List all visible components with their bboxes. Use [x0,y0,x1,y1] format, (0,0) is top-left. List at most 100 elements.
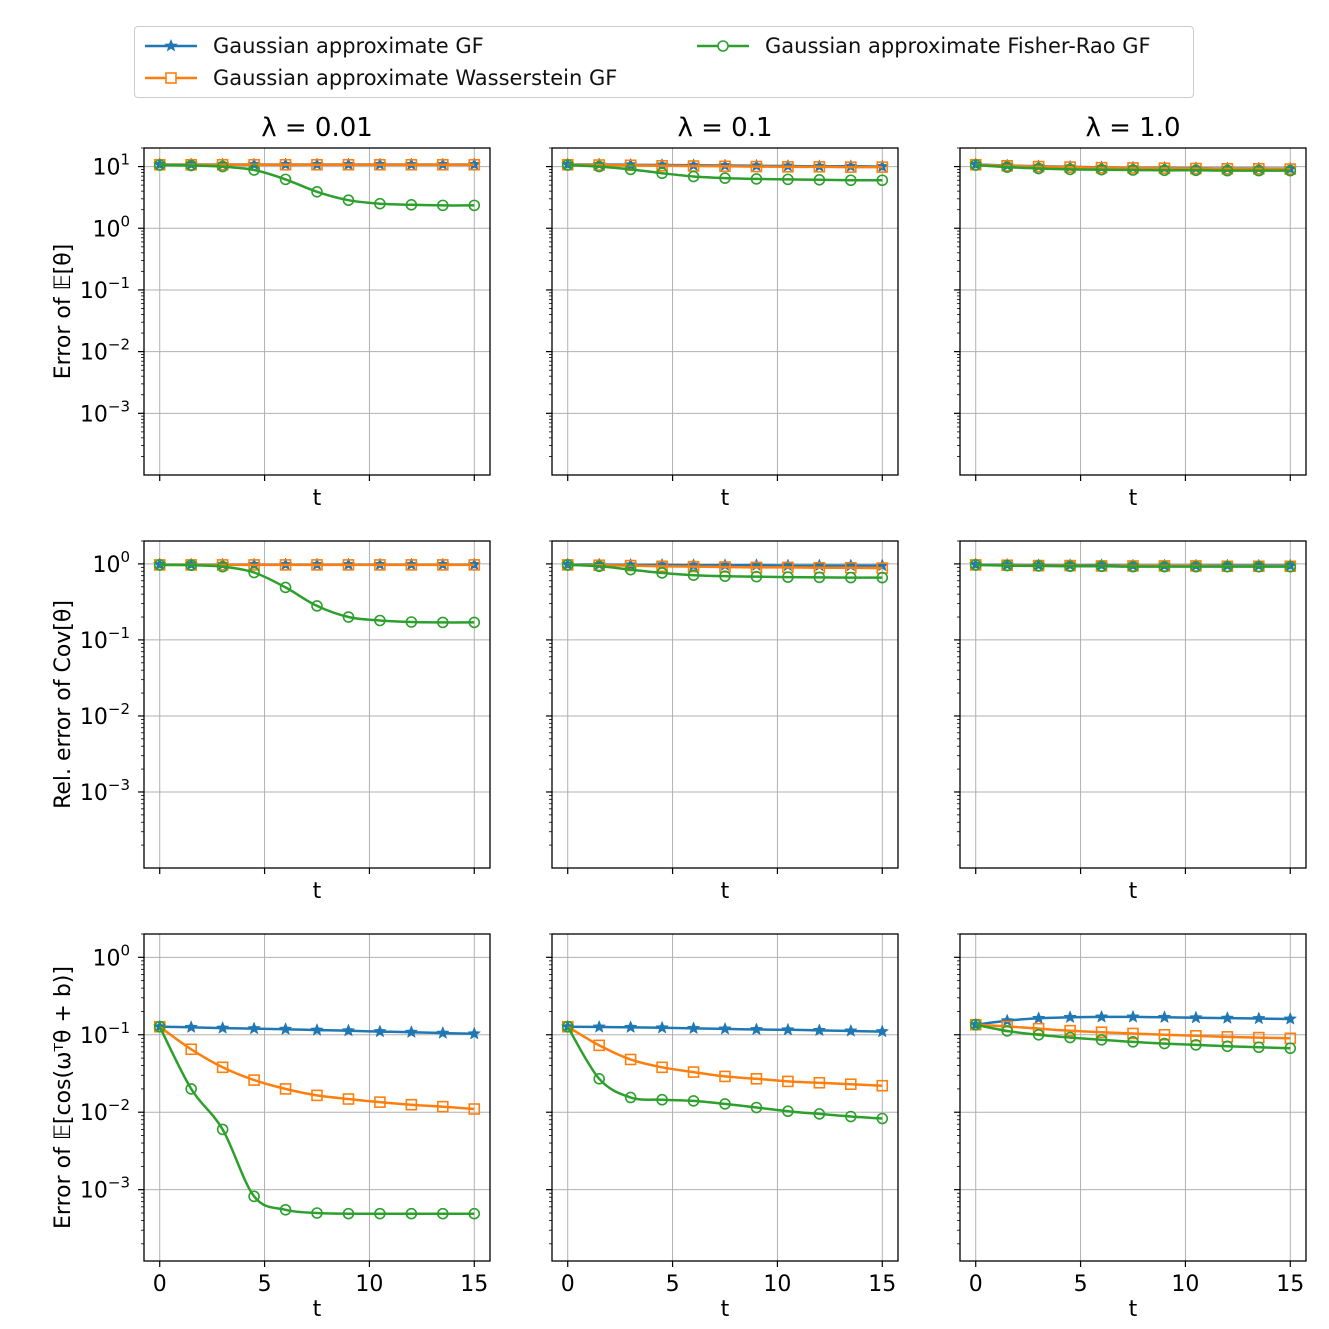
point-circle [593,560,605,573]
point-circle [374,614,386,627]
point-star [404,1025,419,1038]
column-title: λ = 0.1 [677,113,772,143]
point-star [843,1023,858,1037]
legend-entry-wasserstein[interactable]: Gaussian approximate Wasserstein GF [143,63,617,93]
x-tick-label: 15 [460,1272,488,1297]
point-circle [1253,560,1265,573]
point-circle [1064,1031,1076,1044]
point-circle [656,1093,668,1106]
point-square [719,160,731,173]
y-tick-label: 10−2 [80,1096,130,1126]
point-star [718,1021,732,1035]
point-circle [687,170,700,183]
y-tick-label: 10−1 [80,624,130,654]
legend-label-wasserstein: Gaussian approximate Wasserstein GF [213,66,618,90]
series-line-2 [975,163,1291,172]
point-square [248,559,260,571]
point-star [1031,1011,1046,1025]
x-tick-label: 15 [1276,1272,1304,1297]
series-line-2 [159,563,475,624]
point-circle [1190,560,1202,573]
point-circle [876,571,889,584]
x-axis-label: t [1129,879,1138,904]
point-circle [813,1108,826,1120]
axes-frame [143,147,491,476]
point-star [215,1020,230,1034]
series-line-2 [567,563,883,579]
point-star [310,1022,324,1036]
point-square [782,1075,794,1088]
legend-circle-marker-icon [697,40,749,52]
x-tick-label: 0 [969,1272,983,1297]
point-circle [624,1091,637,1104]
point-circle [279,173,292,186]
point-circle [248,1190,260,1203]
point-square [1190,1029,1202,1042]
point-circle [687,1095,700,1107]
y-tick-label: 100 [92,941,130,971]
point-circle [782,173,794,186]
point-circle [719,570,731,582]
point-circle [750,173,763,185]
point-circle [405,1207,418,1220]
point-square [405,559,418,571]
point-circle [1001,1025,1013,1037]
x-axis-label: t [1129,1297,1138,1322]
point-square [279,158,292,171]
y-axis-label: Error of 𝔼[θ] [51,244,76,380]
y-tick-label: 10−3 [80,397,130,427]
point-square [279,559,292,571]
point-square [1095,1026,1108,1038]
subplot-r1c1: t [546,540,899,904]
point-star [1126,1009,1140,1023]
point-circle [1032,162,1045,175]
point-circle [1190,164,1202,177]
point-square [845,161,857,173]
legend-label-gf: Gaussian approximate GF [213,34,484,58]
point-star [1189,1010,1203,1024]
point-star [435,1025,450,1039]
point-circle [561,159,574,171]
axes-frame [959,540,1307,869]
point-star [467,1026,482,1040]
series-line-2 [567,163,883,182]
point-circle [1127,560,1139,573]
point-circle [311,600,323,612]
series-line-2 [159,163,475,207]
point-circle [1032,1028,1045,1041]
point-circle [405,616,418,628]
legend-entry-gf[interactable]: Gaussian approximate GF [143,31,484,61]
legend: Gaussian approximate GF Gaussian approxi… [134,26,1194,98]
column-title: λ = 0.01 [261,113,373,143]
point-circle [1032,560,1045,572]
y-tick-label: 10−2 [80,336,130,366]
point-square [468,559,481,571]
legend-entry-fisher-rao[interactable]: Gaussian approximate Fisher-Rao GF [695,31,1151,61]
point-star [184,1020,199,1034]
point-circle [1221,560,1234,573]
point-star [1157,1010,1172,1024]
point-circle [719,172,731,184]
point-circle [1001,559,1013,572]
y-tick-label: 10−3 [80,776,130,806]
point-star [655,1020,669,1034]
point-circle [750,570,763,583]
point-square [374,559,386,571]
point-circle [374,1207,386,1220]
point-star [875,1024,890,1038]
point-circle [405,199,418,211]
point-circle [185,159,197,172]
point-circle [719,1098,731,1110]
x-axis-label: t [313,1297,322,1322]
point-star [247,1021,261,1035]
point-circle [561,1020,574,1033]
point-circle [782,1105,794,1118]
subplot-r0c2: t λ = 1.0 [954,113,1307,511]
x-tick-label: 0 [153,1272,167,1297]
point-circle [216,560,229,573]
y-tick-label: 100 [92,212,130,242]
point-circle [1127,164,1139,176]
point-circle [153,559,166,571]
point-circle [468,199,481,212]
point-circle [656,167,668,180]
